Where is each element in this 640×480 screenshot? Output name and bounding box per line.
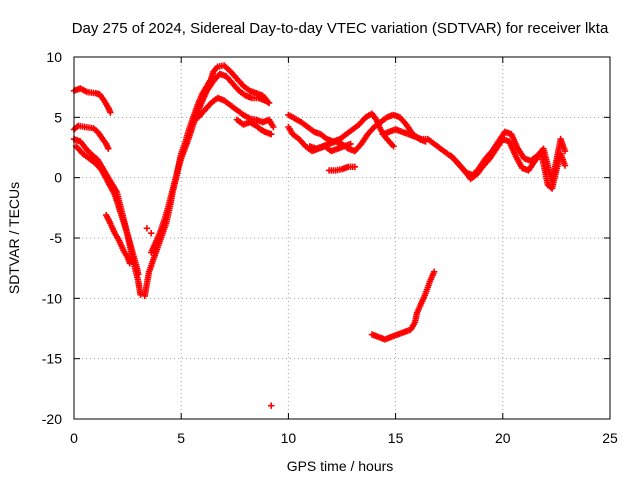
series-arc-left-dip-b <box>72 143 142 278</box>
data-point <box>105 145 112 152</box>
data-point <box>268 131 275 138</box>
data-point <box>265 99 273 107</box>
series-arc-top-left <box>70 85 114 116</box>
y-tick-label: -15 <box>42 351 62 367</box>
data-point <box>347 140 354 148</box>
series-arc-deep <box>368 268 438 343</box>
data-point <box>270 123 277 131</box>
data-point <box>390 143 397 150</box>
data-point <box>431 268 438 275</box>
y-tick-label: 10 <box>46 49 62 65</box>
x-tick-label: 10 <box>281 430 297 446</box>
series-arc-main-rise-b <box>148 70 273 256</box>
x-tick-label: 0 <box>70 430 78 446</box>
series-arc-short-dip <box>103 211 133 267</box>
data-point <box>268 402 275 409</box>
y-tick-label: -20 <box>42 411 62 427</box>
series-outliers <box>143 225 275 409</box>
y-tick-label: 5 <box>54 109 62 125</box>
x-tick-label: 5 <box>177 430 185 446</box>
series-arc-12-small <box>325 163 359 174</box>
x-tick-label: 25 <box>602 430 618 446</box>
y-tick-label: -5 <box>50 230 63 246</box>
series-arc-left-upper <box>70 122 112 152</box>
x-tick-label: 20 <box>495 430 511 446</box>
series-arc-upper-mid <box>195 94 277 131</box>
data-point <box>126 260 133 267</box>
data-point <box>561 162 569 169</box>
y-tick-label: 0 <box>54 170 62 186</box>
series-arc-10-lower <box>285 123 354 155</box>
grid <box>74 57 610 419</box>
x-axis-label: GPS time / hours <box>287 458 394 474</box>
data-point <box>135 271 142 278</box>
data-marks <box>70 62 569 409</box>
data-point <box>148 230 155 237</box>
plot-frame <box>73 56 611 420</box>
data-point <box>143 225 151 232</box>
y-axis-label: SDTVAR / TECUs <box>6 182 22 294</box>
series-arc-mid-lower <box>233 116 275 138</box>
tick-labels: 0 5 10 15 20 25 -20 -15 -10 -5 0 5 10 <box>42 49 618 446</box>
data-point <box>107 109 114 116</box>
y-tick-label: -10 <box>42 290 62 306</box>
data-point <box>561 147 569 155</box>
data-point <box>137 291 144 298</box>
x-tick-label: 15 <box>388 430 404 446</box>
data-point <box>351 163 359 170</box>
series-arc-17-23-low <box>448 135 569 192</box>
chart-title: Day 275 of 2024, Sidereal Day-to-day VTE… <box>72 20 609 37</box>
